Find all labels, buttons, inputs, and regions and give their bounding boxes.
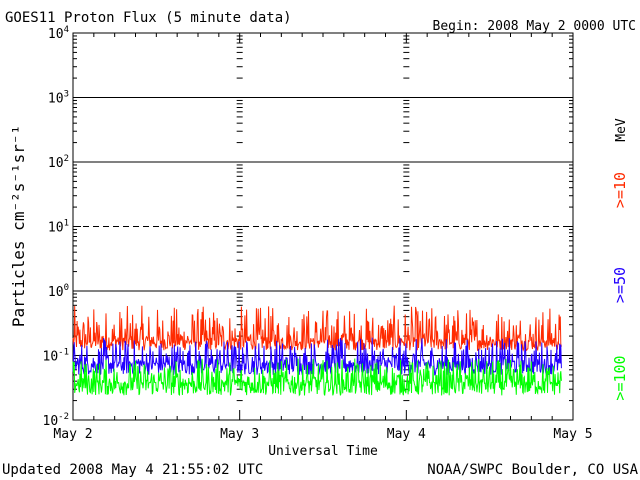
begin-label: Begin: 2008 May 2 0000 UTC <box>433 19 637 34</box>
y-tick-label: 10-2 <box>43 412 70 429</box>
legend-entry: >=10 <box>611 172 629 208</box>
series-line <box>72 305 562 352</box>
x-axis-label: Universal Time <box>268 444 378 459</box>
x-tick-label: May 2 <box>53 427 92 442</box>
series-line <box>72 358 562 397</box>
updated-timestamp: Updated 2008 May 4 21:55:02 UTC <box>2 462 263 478</box>
y-tick-label: 101 <box>48 219 69 236</box>
chart-title: GOES11 Proton Flux (5 minute data) <box>5 10 292 26</box>
x-tick-label: May 3 <box>220 427 259 442</box>
energy-unit-label: MeV <box>614 118 629 142</box>
y-tick-label: 100 <box>48 283 69 300</box>
x-tick-label: May 5 <box>553 427 592 442</box>
x-tick-label: May 4 <box>387 427 426 442</box>
legend-entry: >=100 <box>611 355 629 400</box>
y-tick-label: 104 <box>48 25 69 42</box>
source-credit: NOAA/SWPC Boulder, CO USA <box>427 462 638 478</box>
y-tick-label: 103 <box>48 90 69 107</box>
legend-entry: >=50 <box>611 267 629 303</box>
series-line <box>72 337 562 376</box>
y-tick-label: 10-1 <box>43 348 70 365</box>
y-axis-label: Particles cm⁻²s⁻¹sr⁻¹ <box>9 125 28 327</box>
y-tick-label: 102 <box>48 154 69 171</box>
